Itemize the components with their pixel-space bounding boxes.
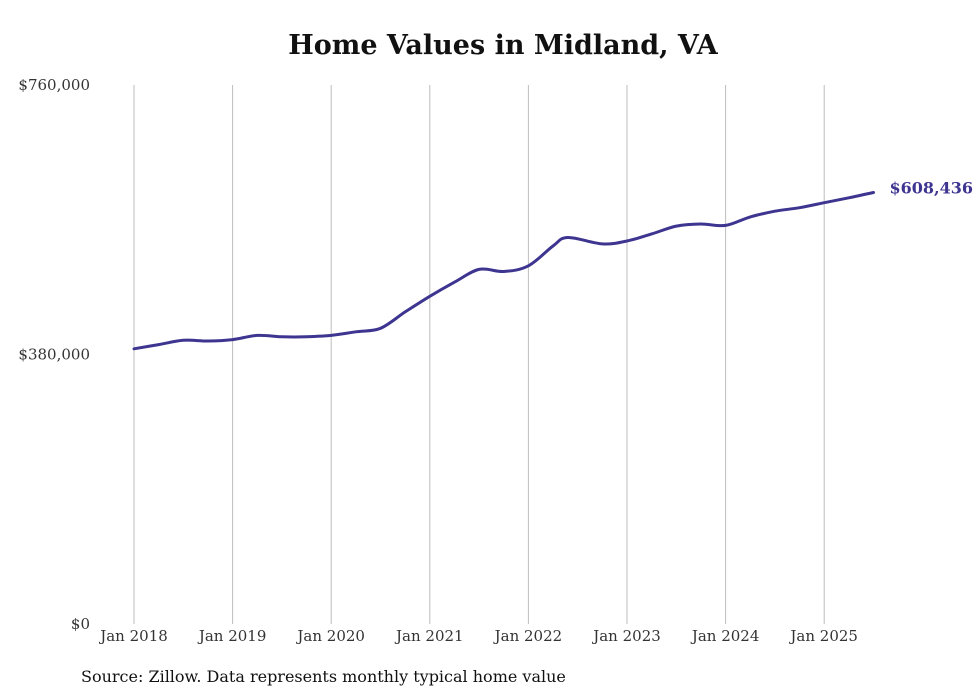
x-tick-label: Jan 2021 — [394, 627, 464, 645]
x-tick-label: Jan 2023 — [591, 627, 661, 645]
x-tick-label: Jan 2018 — [98, 627, 168, 645]
x-tick-label: Jan 2024 — [690, 627, 760, 645]
y-tick-label: $380,000 — [18, 346, 90, 364]
x-tick-label: Jan 2022 — [493, 627, 563, 645]
y-tick-label: $760,000 — [18, 76, 90, 94]
series-line-home-value — [132, 191, 875, 351]
chart-title: Home Values in Midland, VA — [288, 30, 718, 61]
y-axis-tick-labels: $0 $380,000 $760,000 — [18, 76, 90, 633]
source-note: Source: Zillow. Data represents monthly … — [81, 667, 566, 686]
x-tick-label: Jan 2020 — [295, 627, 365, 645]
x-tick-label: Jan 2025 — [788, 627, 858, 645]
x-axis-tick-labels: Jan 2018 Jan 2019 Jan 2020 Jan 2021 Jan 2022… — [98, 627, 858, 645]
x-tick-label: Jan 2019 — [197, 627, 267, 645]
y-tick-label: $0 — [71, 615, 90, 633]
gridlines — [133, 85, 825, 624]
end-value-label: $608,436 — [890, 178, 974, 197]
